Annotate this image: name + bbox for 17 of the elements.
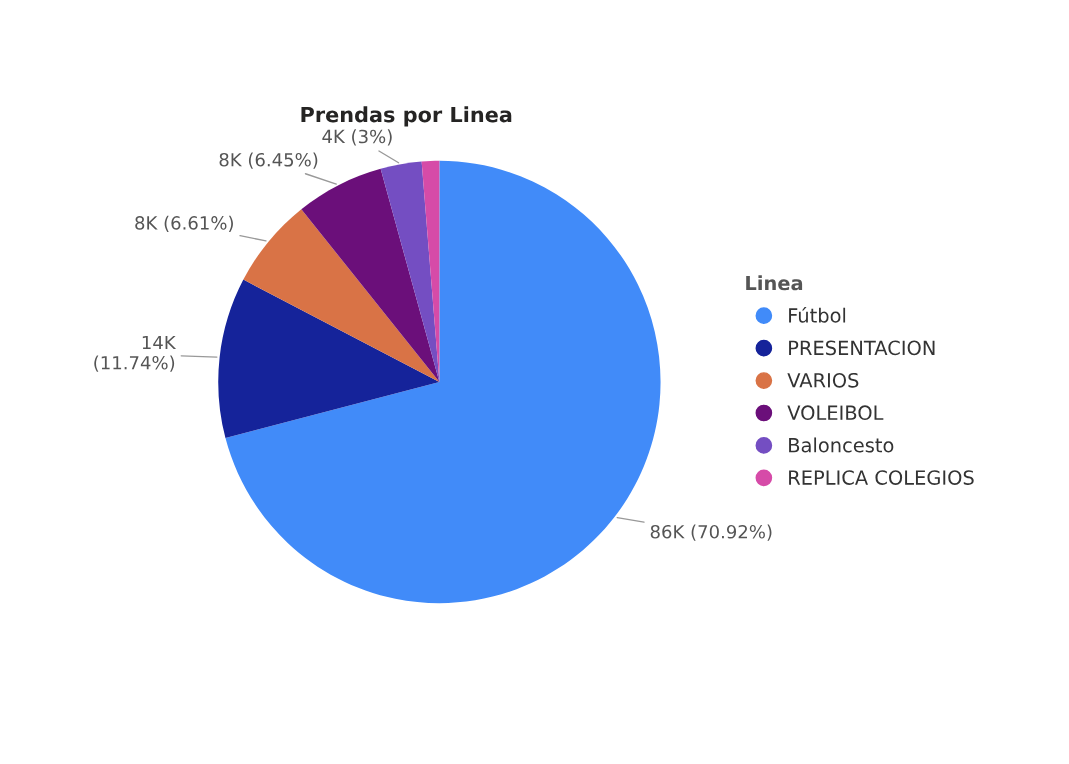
legend-label: Fútbol bbox=[789, 306, 846, 323]
data-label: 8K (6.45%) bbox=[219, 152, 318, 169]
legend-label: REPLICA COLEGIOS bbox=[789, 470, 974, 485]
legend-title: Linea bbox=[746, 275, 803, 291]
legend-label: Baloncesto bbox=[789, 437, 894, 453]
pie-slice bbox=[380, 161, 440, 382]
legend-label: VOLEIBOL bbox=[787, 405, 884, 421]
pie-slice bbox=[301, 168, 440, 382]
pie-slice bbox=[218, 279, 440, 439]
data-label: 4K (3%) bbox=[322, 129, 392, 146]
chart-title: Prendas por Linea bbox=[301, 106, 512, 127]
data-label: 8K (6.61%) bbox=[135, 215, 233, 232]
pie-slice bbox=[243, 209, 440, 382]
data-label: 86K (70.92%) bbox=[650, 524, 772, 541]
legend-label: VARIOS bbox=[787, 372, 859, 388]
legend-label: PRESENTACION bbox=[789, 340, 935, 356]
data-label: 14K (11.74%) bbox=[94, 335, 177, 372]
